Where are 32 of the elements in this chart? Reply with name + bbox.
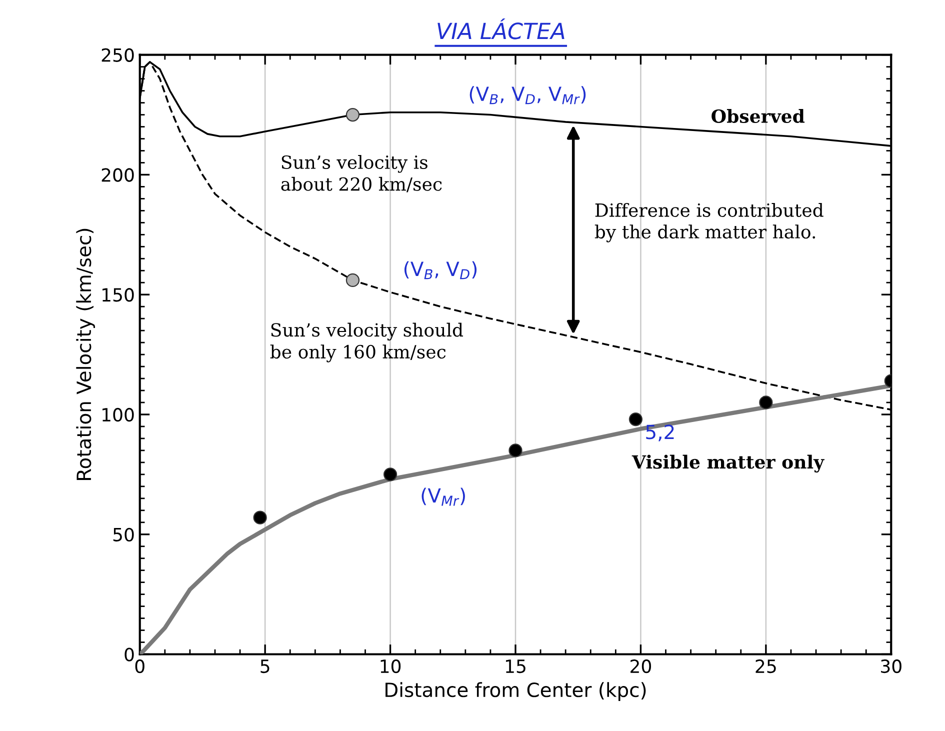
x-tick-label: 25	[756, 659, 776, 674]
x-tick-label: 30	[881, 659, 902, 674]
annotation: Observed	[712, 109, 805, 124]
annotation: Visible matter only	[632, 454, 824, 472]
point	[253, 510, 267, 524]
point	[383, 468, 398, 482]
point	[508, 444, 522, 458]
y-tick-label: 150	[102, 288, 134, 302]
annotation: (V$_{B}$, V$_{D}$)	[404, 261, 477, 280]
point	[346, 273, 360, 288]
annotation: (V$_{Mr}$)	[422, 488, 465, 506]
x-tick-label: 0	[135, 659, 144, 674]
y-tick-label: 0	[124, 648, 134, 662]
annotation: Sun’s velocity is about 220 km/sec	[281, 155, 442, 192]
point	[628, 412, 643, 426]
chart-title: VIA LÁCTEA	[438, 18, 564, 40]
y-tick-label: 50	[113, 528, 134, 542]
x-axis-title: Distance from Center (kpc)	[386, 682, 646, 701]
annotation: Sun’s velocity should be only 160 km/sec	[270, 322, 464, 362]
y-tick-label: 250	[102, 48, 134, 62]
x-tick-label: 15	[506, 660, 526, 674]
annotation: 5,2	[646, 424, 674, 442]
x-tick-label: 20	[630, 659, 651, 674]
annotation: Difference is contributed by the dark matter halo.	[594, 203, 824, 242]
y-axis-title: Rotation Velocity (km/sec)	[76, 228, 95, 480]
y-tick-label: 200	[102, 168, 134, 182]
annotation: (V$_{B}$, V$_{D}$, V$_{Mr}$)	[470, 86, 586, 104]
point	[346, 108, 360, 122]
x-tick-label: 10	[380, 659, 401, 674]
y-tick-label: 100	[102, 408, 134, 422]
x-tick-label: 5	[260, 660, 270, 674]
point	[759, 396, 773, 410]
